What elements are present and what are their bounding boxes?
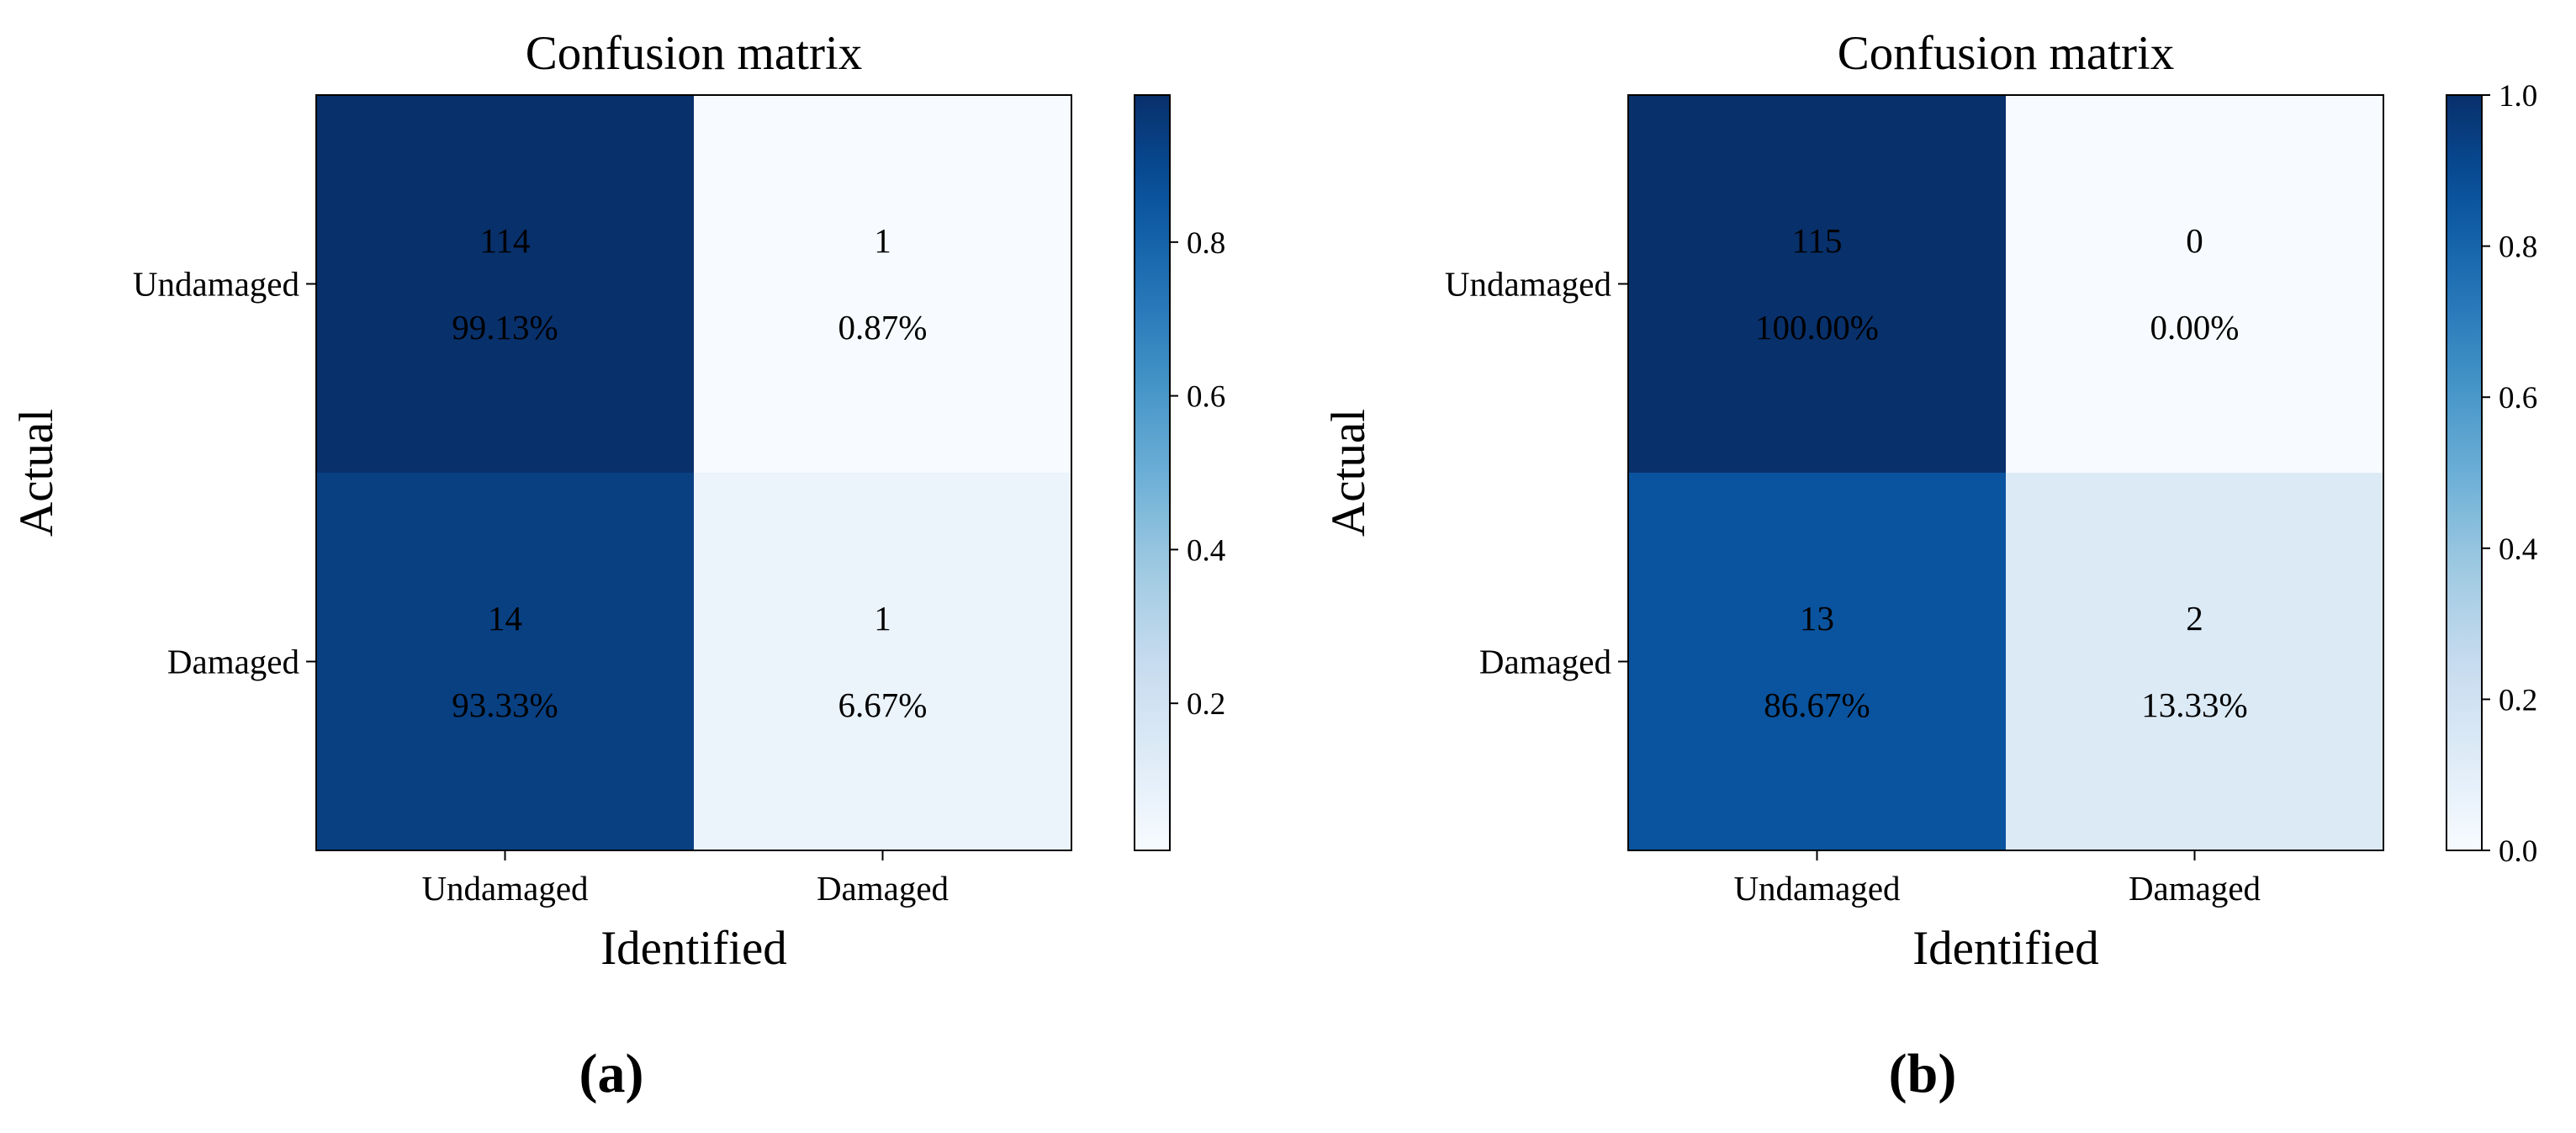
- y-axis-label: Actual: [10, 409, 63, 537]
- colorbar-tick-label: 0.0: [2499, 834, 2537, 869]
- colorbar-tick-label: 1.0: [2499, 79, 2537, 114]
- colorbar-tick-label: 0.2: [1187, 687, 1225, 722]
- cell-count-label: 0: [2186, 221, 2203, 260]
- colorbar-tick-label: 0.6: [1187, 380, 1225, 415]
- confusion-matrix-panel: 115 100.00% 0 0.00% 13 86.67% 2 13.33% Confusion…: [1322, 27, 2537, 975]
- x-tick-label: Undamaged: [421, 869, 588, 908]
- cell-percent-label: 0.00%: [2150, 308, 2240, 347]
- x-axis-label: Identified: [1912, 922, 2099, 975]
- chart-title: Confusion matrix: [1838, 27, 2175, 80]
- cell-count-label: 14: [488, 599, 522, 638]
- matrix-cell: [2006, 95, 2383, 473]
- colorbar-tick-label: 0.6: [2499, 381, 2537, 416]
- matrix-cell: [316, 95, 694, 473]
- matrix-cell: [694, 95, 1071, 473]
- cell-percent-label: 86.67%: [1764, 686, 1870, 724]
- chart-title: Confusion matrix: [526, 27, 863, 80]
- y-axis-label: Actual: [1322, 409, 1375, 537]
- y-tick-label: Undamaged: [1445, 265, 1611, 304]
- cell-count-label: 115: [1792, 221, 1843, 260]
- y-tick-label: Undamaged: [133, 265, 299, 304]
- matrix-cell: [694, 473, 1071, 850]
- cell-percent-label: 100.00%: [1755, 308, 1879, 347]
- cell-percent-label: 13.33%: [2141, 686, 2247, 724]
- cell-percent-label: 6.67%: [838, 686, 928, 724]
- cell-count-label: 13: [1800, 599, 1834, 638]
- colorbar-tick-label: 0.8: [1187, 226, 1225, 261]
- matrix-cell: [316, 473, 694, 850]
- panel-label: (a): [579, 1043, 644, 1104]
- x-tick-label: Undamaged: [1733, 869, 1900, 908]
- cell-count-label: 114: [480, 221, 531, 260]
- y-tick-label: Damaged: [167, 643, 299, 681]
- colorbar-tick-label: 0.2: [2499, 683, 2537, 717]
- cell-percent-label: 93.33%: [452, 686, 558, 724]
- cell-count-label: 1: [874, 599, 891, 638]
- x-tick-label: Damaged: [817, 869, 949, 908]
- x-axis-label: Identified: [600, 922, 787, 975]
- colorbar: [2446, 94, 2483, 851]
- colorbar-tick-label: 0.4: [1187, 533, 1225, 568]
- panel-label: (b): [1889, 1043, 1957, 1104]
- matrix-frame: [315, 94, 1072, 851]
- matrix-cell: [1628, 95, 2006, 473]
- cell-percent-label: 99.13%: [452, 308, 558, 347]
- cell-count-label: 1: [874, 221, 891, 260]
- colorbar-tick-label: 0.8: [2499, 230, 2537, 265]
- x-tick-label: Damaged: [2129, 869, 2261, 908]
- confusion-matrix-panel: 114 99.13% 1 0.87% 14 93.33% 1 6.67% Confusion m…: [10, 27, 1225, 975]
- colorbar: [1134, 94, 1171, 851]
- matrix-frame: [1627, 94, 2384, 851]
- cell-percent-label: 0.87%: [838, 308, 928, 347]
- y-tick-label: Damaged: [1479, 643, 1611, 681]
- matrix-cell: [1628, 473, 2006, 850]
- colorbar-tick-label: 0.4: [2499, 532, 2537, 567]
- matrix-cell: [2006, 473, 2383, 850]
- cell-count-label: 2: [2186, 599, 2203, 638]
